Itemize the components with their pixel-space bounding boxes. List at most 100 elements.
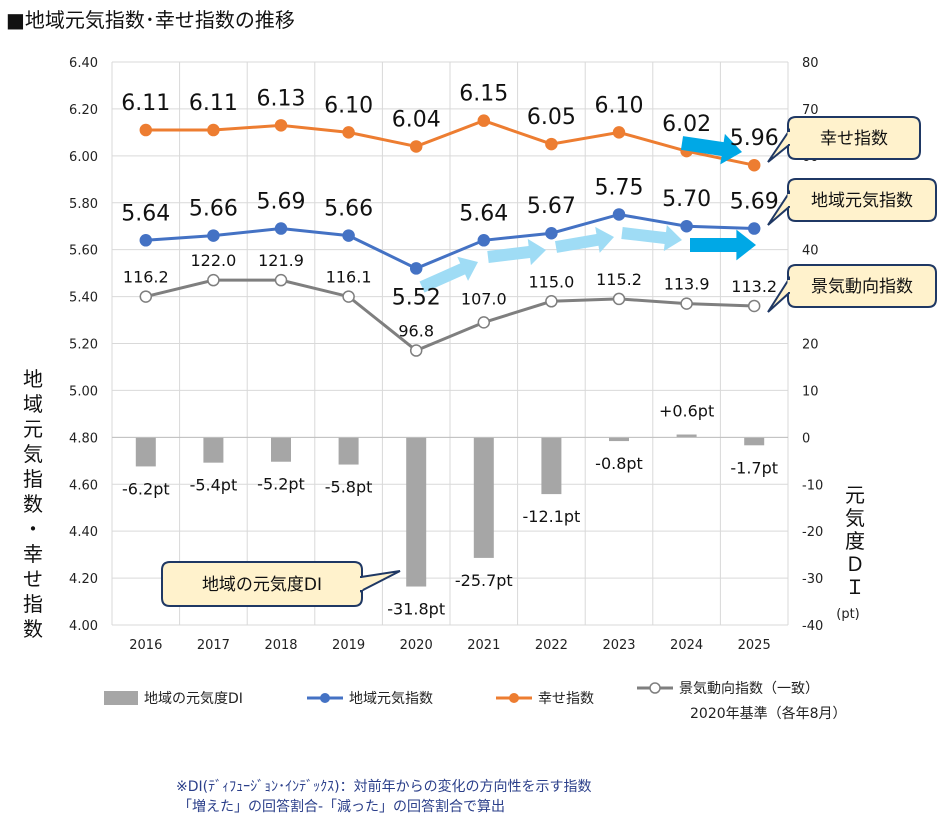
happiness-point [747,158,761,172]
x-tick-label: 2021 [467,638,500,653]
right-tick-label: -40 [802,619,823,634]
di-bar [541,437,562,495]
genki-data-label: 5.70 [662,187,711,212]
keiki-data-label: 122.0 [190,251,236,270]
trend-arrow [690,229,756,261]
di-data-label: -12.1pt [522,507,580,526]
legend-di-swatch [104,691,138,705]
right-axis-title-char: Ｄ [845,552,865,576]
data-labels: -6.2pt -5.4pt -5.2pt -5.8pt -31.8pt -25.7pt -1… [121,82,778,619]
legend-keiki-note: 2020年基準（各年8月） [690,705,847,722]
genki-data-label: 5.75 [595,175,644,200]
legend-di-label: 地域の元気度DI [144,691,243,707]
genki-point [477,234,491,247]
x-tick-label: 2025 [738,638,771,653]
trend-arrow [419,256,478,293]
di-callout-box [161,561,363,607]
genki-point [747,222,761,235]
legend-keiki-label: 景気動向指数（一致） [679,681,819,697]
di-data-label: +0.6pt [659,402,714,421]
legend-keiki-marker [649,682,661,694]
happiness-point [342,126,355,139]
chart-title: ■地域元気指数･幸せ指数の推移 [6,8,295,32]
di-data-label: -5.4pt [190,476,238,495]
left-axis-title-char: せ [23,567,43,591]
happiness-line [145,119,755,167]
right-tick-label: -30 [802,572,823,587]
trend-arrows [419,133,756,293]
left-tick-label: 4.40 [69,525,98,540]
keiki-point [274,273,288,287]
left-tick-label: 4.20 [69,572,98,587]
right-tick-label: 20 [802,338,819,353]
genki-point [207,229,220,242]
left-axis-title-char: ・ [23,517,43,541]
happiness-callout-text: 幸せ指数 [820,129,888,149]
genki-callout-box [787,178,937,222]
left-tick-label: 5.40 [69,291,98,306]
footnote-2: 「増えた」の回答割合-「減った」の回答割合で算出 [178,798,505,815]
keiki-data-label: 107.0 [461,289,507,308]
happiness-data-label: 6.04 [392,107,441,132]
x-tick-label: 2024 [670,638,703,653]
x-tick-label: 2018 [264,638,297,653]
happiness-data-label: 6.10 [324,93,373,118]
legend-happiness-marker [509,693,519,703]
axes: 4.00 4.20 4.40 4.60 4.80 5.00 5.20 5.40 5.60 5.80… [23,56,865,653]
right-tick-label: -20 [802,525,823,540]
di-data-label: -25.7pt [455,571,513,590]
di-data-label: -31.8pt [387,600,445,619]
genki-callout-text: 地域元気指数 [811,191,913,211]
keiki-data-label: 113.2 [731,277,777,296]
di-data-label: -1.7pt [730,458,778,477]
di-callout-pointer [360,570,401,593]
happiness-point [139,123,153,137]
series-lines [139,114,761,357]
right-axis-title-char: Ｉ [845,575,865,599]
left-axis-title-char: 数 [23,492,43,516]
genki-data-label: 5.69 [257,190,306,215]
happiness-point [274,119,288,132]
left-tick-label: 6.00 [69,150,98,165]
happiness-point [545,137,558,151]
genki-data-label: 5.66 [324,197,373,222]
left-tick-label: 4.80 [69,431,98,446]
di-data-label: -5.2pt [257,475,305,494]
happiness-data-label: 6.13 [257,86,306,111]
keiki-data-label: 115.2 [596,270,642,289]
keiki-point [409,344,423,357]
x-tick-label: 2017 [197,638,230,653]
di-bar [609,437,629,442]
di-bar [271,437,291,462]
left-tick-label: 5.00 [69,384,98,399]
genki-point [545,226,558,240]
keiki-point [747,299,761,313]
x-tick-label: 2022 [535,638,568,653]
di-bar [406,437,427,587]
keiki-data-label: 113.9 [664,275,710,294]
di-bar [338,437,359,465]
genki-point [680,219,693,233]
genki-data-label: 5.69 [730,190,779,215]
keiki-point [342,290,355,303]
left-axis-title-char: 指 [23,592,43,616]
di-data-label: -5.8pt [325,478,373,497]
genki-point [612,208,626,221]
keiki-data-label: 121.9 [258,251,304,270]
legend-genki-marker [320,693,330,703]
grid-lines [111,61,789,626]
legend-happiness-label: 幸せ指数 [538,691,594,707]
di-bar [473,437,494,558]
keiki-data-label: 115.0 [528,272,574,291]
keiki-point [139,290,153,303]
right-axis-title-char: 元 [845,483,865,507]
genki-data-label: 5.66 [189,197,238,222]
genki-data-label: 5.52 [392,285,441,310]
left-tick-label: 5.20 [69,338,98,353]
right-tick-label: 70 [802,103,819,118]
left-tick-label: 5.80 [69,197,98,212]
x-tick-label: 2016 [129,638,162,653]
di-bar [135,437,156,467]
happiness-point [409,140,423,153]
